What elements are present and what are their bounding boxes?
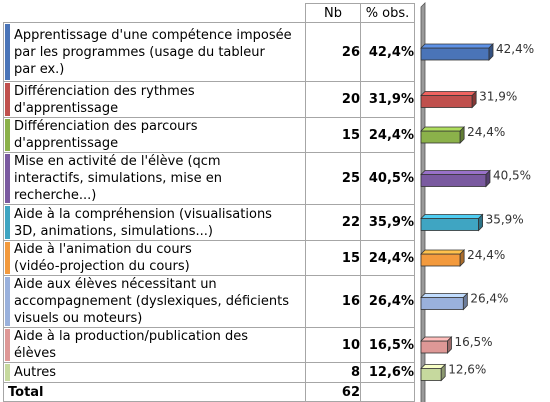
bar-top	[420, 43, 494, 49]
table-row: Aide à l'animation du cours (vidéo-projec…	[3, 240, 415, 276]
survey-table: Nb % obs. Apprentissage d'une compétence…	[3, 3, 415, 402]
bar-front	[420, 95, 473, 108]
row-label-line: Aide aux élèves nécessitant un	[14, 277, 217, 292]
bar-value-label: 42,4%	[496, 42, 534, 56]
row-color-marker	[5, 24, 10, 80]
bar-front	[420, 218, 479, 231]
table-row: Aide aux élèves nécessitant un accompagne…	[3, 275, 415, 328]
row-count: 20	[305, 81, 361, 118]
bar-top	[420, 170, 491, 175]
bar-side	[485, 169, 491, 188]
bar-front	[420, 47, 490, 61]
row-label-cell: Aide aux élèves nécessitant un accompagne…	[3, 275, 306, 328]
table-row: Aide à la compréhension (visualisations 3…	[3, 204, 415, 241]
table-body: Apprentissage d'une compétence imposée pa…	[3, 22, 415, 402]
row-color-marker	[5, 119, 10, 151]
row-color-marker	[5, 206, 10, 239]
row-label-line: Différenciation des rythmes	[14, 83, 195, 99]
row-label-line: Autres	[14, 365, 57, 380]
bar-side	[447, 336, 452, 354]
row-color-marker	[5, 364, 10, 381]
row-percent: 31,9%	[360, 81, 415, 118]
bar-front	[420, 253, 461, 267]
row-percent: 24,4%	[360, 240, 415, 276]
bar-value-label: 40,5%	[493, 169, 531, 183]
bar-top	[420, 249, 466, 255]
bar-front	[420, 130, 461, 144]
bar-top	[420, 214, 484, 219]
bar-side	[440, 363, 446, 382]
table-row: Différenciation des rythmes d'apprentissa…	[3, 81, 415, 118]
total-count: 62	[305, 382, 361, 402]
row-label-line: élèves	[14, 346, 57, 361]
total-row: Total 62	[3, 382, 415, 402]
table-row: Mise en activité de l'élève (qcm interact…	[3, 152, 415, 205]
row-label-line: Aide à la compréhension (visualisations	[14, 206, 272, 222]
bar-value-label: 26,4%	[470, 292, 508, 306]
bar-top	[420, 126, 466, 132]
bar-value-label: 31,9%	[479, 90, 517, 104]
row-count: 16	[305, 275, 361, 328]
bar-value-label: 35,9%	[486, 213, 524, 227]
bar-value-label: 24,4%	[467, 248, 505, 262]
row-color-marker	[5, 83, 10, 116]
bar-value-label: 24,4%	[467, 125, 505, 139]
bar-side	[459, 249, 465, 267]
row-label-line: (vidéo-projection du cours)	[14, 259, 190, 274]
row-percent: 26,4%	[360, 275, 415, 328]
row-count: 15	[305, 117, 361, 153]
bar-top	[420, 91, 478, 96]
row-label-line: 3D, animations, simulations...)	[14, 223, 213, 239]
row-label-cell: Différenciation des rythmes d'apprentissa…	[3, 81, 306, 118]
bar-side	[478, 213, 483, 232]
total-percent	[360, 382, 415, 402]
row-label-line: par les programmes (usage du tableur	[14, 44, 265, 60]
row-color-marker	[5, 242, 10, 274]
header-pct: % obs.	[360, 3, 415, 23]
row-label-line: visuels ou moteurs)	[14, 311, 143, 326]
row-color-marker	[5, 277, 10, 326]
row-percent: 35,9%	[360, 204, 415, 241]
bar-side	[459, 126, 465, 144]
total-label: Total	[8, 384, 44, 400]
bar-value-label: 12,6%	[448, 363, 486, 377]
row-percent: 40,5%	[360, 152, 415, 205]
row-label-cell: Mise en activité de l'élève (qcm interact…	[3, 152, 306, 205]
row-percent: 16,5%	[360, 327, 415, 363]
row-label-line: accompagnement (dyslexiques, déficients	[14, 294, 290, 309]
row-label-cell: Différenciation des parcours d'apprentiss…	[3, 117, 306, 153]
bar-top	[420, 336, 453, 342]
bar-front	[420, 174, 487, 187]
row-label-line: Aide à l'animation du cours	[14, 242, 192, 257]
row-color-marker	[5, 154, 10, 203]
bar-top	[420, 293, 469, 298]
row-label-cell: Aide à la production/publication des élèv…	[3, 327, 306, 363]
row-label-line: d'apprentissage	[14, 100, 119, 116]
row-label-line: Différenciation des parcours	[14, 119, 198, 134]
table-row: Différenciation des parcours d'apprentiss…	[3, 117, 415, 153]
total-label-cell: Total	[3, 382, 306, 402]
bar-side	[488, 43, 494, 61]
row-count: 22	[305, 204, 361, 241]
row-color-marker	[5, 329, 10, 361]
row-percent: 42,4%	[360, 22, 415, 82]
row-label-line: interactifs, simulations, mise en	[14, 171, 222, 186]
row-label-cell: Aide à la compréhension (visualisations 3…	[3, 204, 306, 241]
bar-front	[420, 297, 464, 310]
bar-front	[420, 340, 448, 354]
bar-side	[471, 90, 477, 109]
row-label-line: Apprentissage d'une compétence imposée	[14, 27, 292, 43]
bar-front	[420, 368, 442, 381]
row-label-line: par ex.)	[14, 61, 65, 77]
bar-side	[462, 292, 468, 311]
bar-value-label: 16,5%	[454, 335, 492, 349]
row-label-line: recherche...)	[14, 188, 97, 203]
row-label-line: d'apprentissage	[14, 136, 119, 151]
table-row: Aide à la production/publication des élèv…	[3, 327, 415, 363]
row-label-line: Mise en activité de l'élève (qcm	[14, 154, 221, 169]
row-label-line: Aide à la production/publication des	[14, 329, 249, 344]
table-header: Nb % obs.	[3, 3, 415, 23]
